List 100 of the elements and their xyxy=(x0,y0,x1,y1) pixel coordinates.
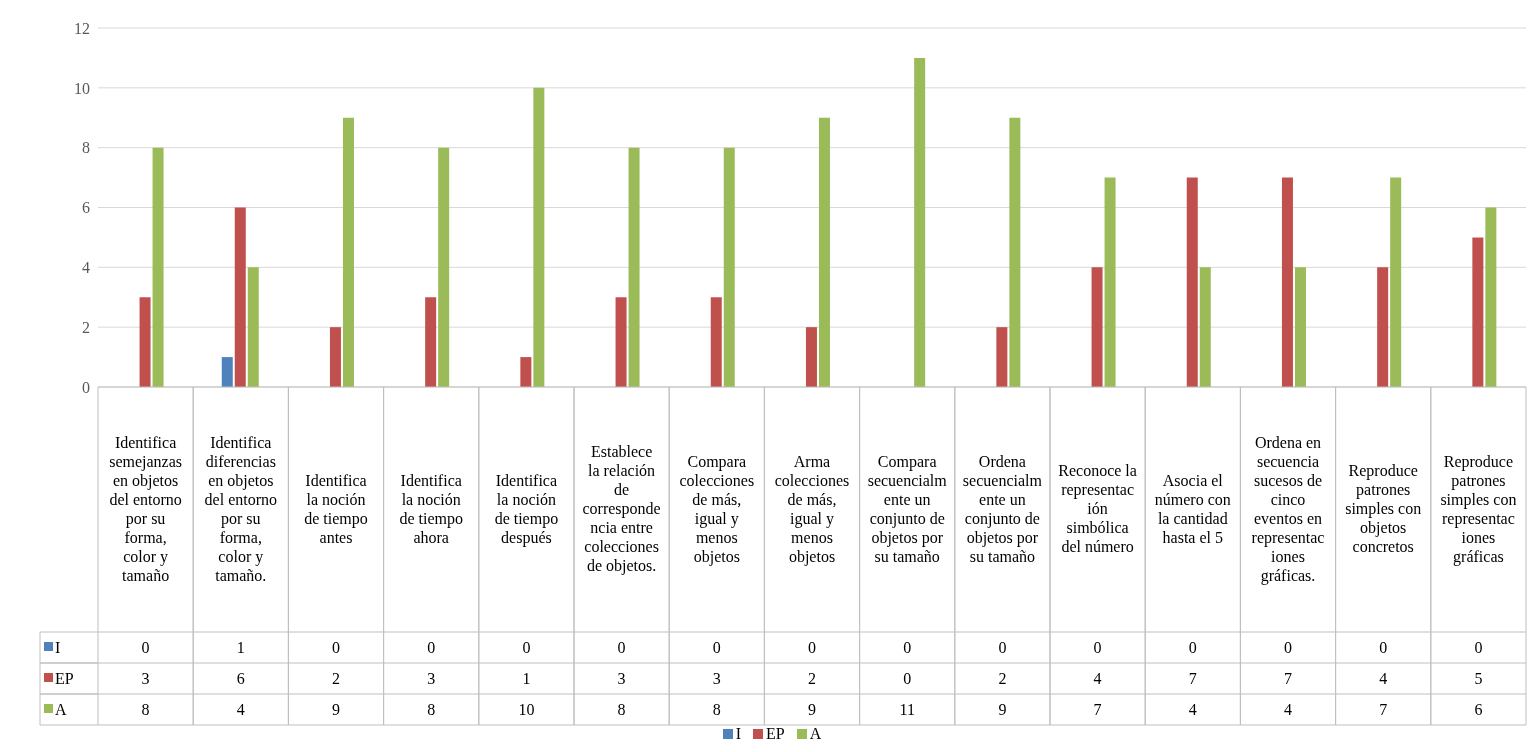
y-tick-label: 6 xyxy=(82,199,90,217)
data-label: 1 xyxy=(522,670,531,687)
bar xyxy=(533,87,545,387)
data-label: 4 xyxy=(236,701,245,718)
bar xyxy=(615,297,627,387)
x-tick-label: Identifica semejanzas en objetos del entorno por su forma, color y tamaño xyxy=(109,433,183,584)
x-tick-label: Identifica la noción de tiempo ahora xyxy=(399,471,463,546)
x-tick-label: Compara colecciones de más, igual y menos objetos xyxy=(679,452,755,566)
x-tick-label: Asocia el número con la cantidad hasta el 5 xyxy=(1154,471,1231,546)
text: I xyxy=(735,725,742,742)
bar xyxy=(1186,177,1198,387)
bar xyxy=(1472,237,1484,387)
y-tick-label: 4 xyxy=(82,259,90,277)
data-label: 4 xyxy=(1284,701,1292,718)
x-tick-label: Ordena en secuencia sucesos de cinco eventos en representaciones gráficas. xyxy=(1251,433,1325,585)
bar xyxy=(520,357,532,387)
data-label: 2 xyxy=(332,670,340,687)
data-label: 7 xyxy=(1188,670,1197,687)
data-label: 3 xyxy=(712,670,721,687)
bar xyxy=(1199,267,1211,387)
data-label: 4 xyxy=(1093,670,1102,687)
bar xyxy=(723,147,735,387)
x-tick-label: Identifica la noción de tiempo después xyxy=(494,471,559,547)
data-label: 0 xyxy=(332,639,340,656)
legend-label: I xyxy=(55,639,61,656)
legend-label: A xyxy=(55,701,67,718)
bar xyxy=(1294,267,1306,387)
bar xyxy=(628,147,640,387)
data-label: 3 xyxy=(427,670,436,687)
data-label: 7 xyxy=(1093,701,1102,718)
x-tick-label: Reproduce patrones simples con representaciones gráficas xyxy=(1440,452,1517,566)
bar xyxy=(247,267,259,387)
bar xyxy=(221,357,233,387)
bar xyxy=(1485,207,1497,387)
data-label: 4 xyxy=(1379,670,1388,687)
data-label: 8 xyxy=(712,701,721,718)
bar xyxy=(818,117,830,387)
y-tick-label: 12 xyxy=(74,19,90,37)
y-tick-label: 2 xyxy=(82,318,90,336)
data-label: 0 xyxy=(1379,639,1388,656)
bar xyxy=(914,57,926,387)
text: EP xyxy=(766,725,785,742)
data-label: 7 xyxy=(1379,701,1388,718)
data-label: 0 xyxy=(903,639,912,656)
data-label: 0 xyxy=(1093,639,1102,656)
data-label: 0 xyxy=(141,639,150,656)
data-label: 0 xyxy=(998,639,1007,656)
bar xyxy=(425,297,437,387)
bar xyxy=(152,147,164,387)
data-label: 0 xyxy=(1188,639,1197,656)
data-label: 9 xyxy=(332,701,340,718)
bar xyxy=(342,117,354,387)
data-label: 5 xyxy=(1474,670,1483,687)
data-label: 6 xyxy=(1474,701,1483,718)
y-tick-label: 8 xyxy=(82,139,90,157)
bar xyxy=(329,327,341,387)
bar xyxy=(710,297,722,387)
text: A xyxy=(809,725,822,742)
data-label: 8 xyxy=(141,701,150,718)
data-label: 0 xyxy=(522,639,531,656)
data-label: 0 xyxy=(712,639,721,656)
bar xyxy=(1104,177,1116,387)
bar xyxy=(1377,267,1389,387)
x-tick-label: Compara secuencialmente un conjunto de objetos por su tamaño xyxy=(867,452,948,565)
y-tick-label: 10 xyxy=(74,79,90,97)
data-label: 2 xyxy=(808,670,816,687)
bar xyxy=(234,207,246,387)
data-label: 0 xyxy=(903,670,912,687)
bar xyxy=(1281,177,1293,387)
bar xyxy=(1009,117,1021,387)
data-label: 4 xyxy=(1188,701,1197,718)
data-label: 2 xyxy=(998,670,1007,687)
data-label: 11 xyxy=(899,701,915,718)
x-tick-label: Ordena secuencialmente un conjunto de objetos por su tamaño xyxy=(962,452,1043,565)
x-tick-label: Identifica la noción de tiempo antes xyxy=(304,471,368,546)
x-tick-label: Identifica diferencias en objetos del entorno por su forma, color y tamaño. xyxy=(204,433,278,584)
bar xyxy=(1091,267,1103,387)
y-tick-label: 0 xyxy=(82,378,90,396)
data-label: 6 xyxy=(236,670,245,687)
data-label: 8 xyxy=(427,701,436,718)
data-label: 1 xyxy=(236,639,245,656)
bar xyxy=(139,297,151,387)
bar xyxy=(996,327,1008,387)
data-label: 9 xyxy=(808,701,816,718)
bar xyxy=(438,147,450,387)
x-tick-label: Arma colecciones de más, igual y menos objetos xyxy=(774,452,850,566)
data-label: 0 xyxy=(808,639,816,656)
data-label: 10 xyxy=(518,701,535,718)
x-tick-label: Reproduce patrones simples con objetos concretos xyxy=(1345,462,1422,555)
data-label: 7 xyxy=(1284,670,1292,687)
x-tick-label: Reconoce la representación simbólica del número xyxy=(1058,462,1137,555)
data-label: 0 xyxy=(1474,639,1483,656)
data-label: 3 xyxy=(617,670,626,687)
data-label: 0 xyxy=(617,639,626,656)
legend-label: EP xyxy=(55,670,74,687)
data-label: 0 xyxy=(1284,639,1292,656)
data-label: 8 xyxy=(617,701,626,718)
data-label: 9 xyxy=(998,701,1007,718)
data-label: 3 xyxy=(141,670,150,687)
bar xyxy=(805,327,817,387)
